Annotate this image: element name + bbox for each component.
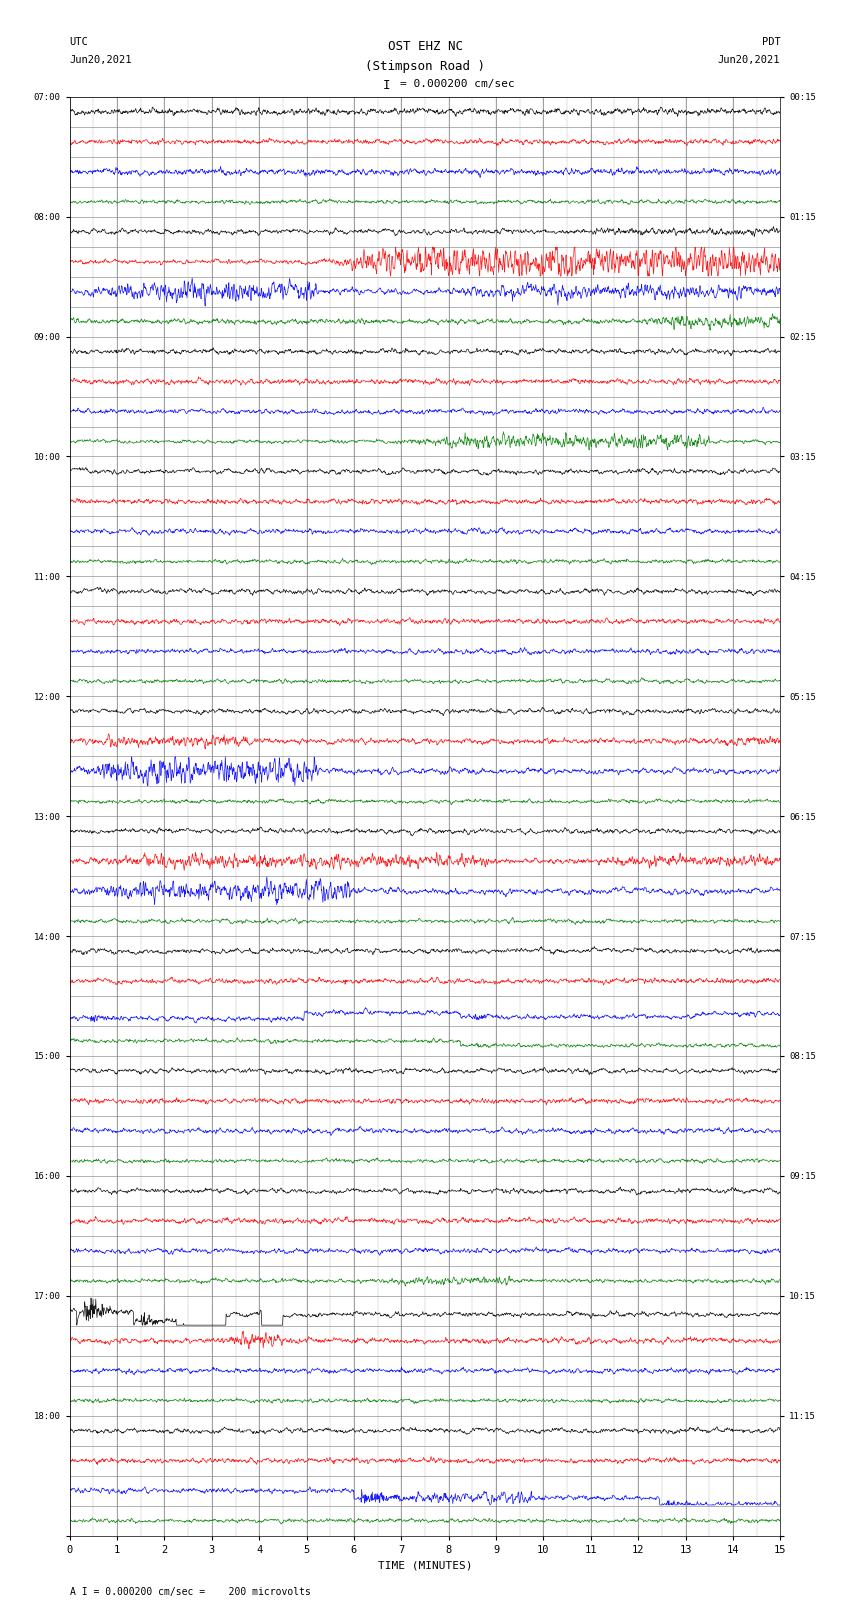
Text: OST EHZ NC: OST EHZ NC xyxy=(388,40,462,53)
Text: A I = 0.000200 cm/sec =    200 microvolts: A I = 0.000200 cm/sec = 200 microvolts xyxy=(70,1587,310,1597)
Text: UTC: UTC xyxy=(70,37,88,47)
Text: I: I xyxy=(383,79,390,92)
Text: (Stimpson Road ): (Stimpson Road ) xyxy=(365,60,485,73)
Text: Jun20,2021: Jun20,2021 xyxy=(70,55,133,65)
Text: PDT: PDT xyxy=(762,37,780,47)
X-axis label: TIME (MINUTES): TIME (MINUTES) xyxy=(377,1560,473,1569)
Text: Jun20,2021: Jun20,2021 xyxy=(717,55,780,65)
Text: = 0.000200 cm/sec: = 0.000200 cm/sec xyxy=(400,79,514,89)
